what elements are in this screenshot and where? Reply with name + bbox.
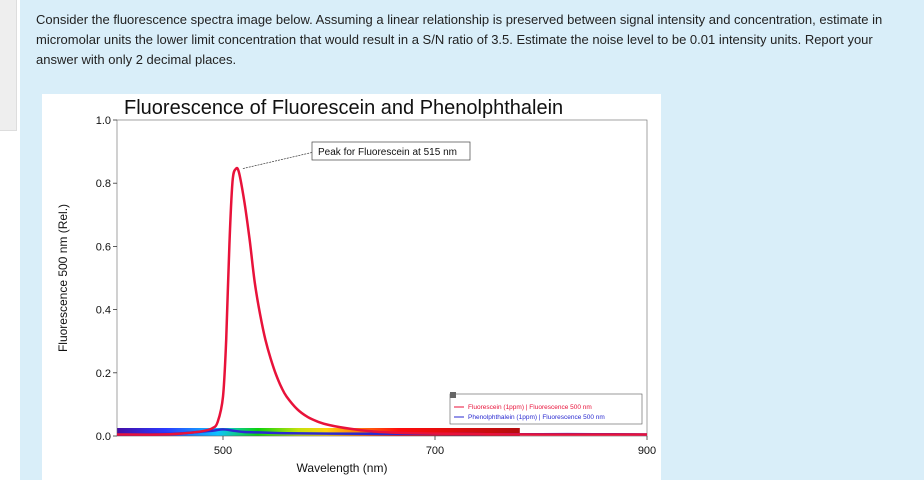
y-axis: 1.0 0.8 0.6 0.4 0.2 0.0 <box>96 115 117 443</box>
annotation-box <box>311 141 471 161</box>
y-axis-label: Fluorescence 500 nm (Rel.) <box>56 204 70 352</box>
x-tick-label: 900 <box>638 445 656 457</box>
plot-frame <box>116 119 648 437</box>
fluorescence-chart: Fluorescence of Fluorescein and Phenolph… <box>56 97 656 475</box>
left-strip <box>0 0 20 480</box>
y-tick-label: 0.4 <box>96 305 111 317</box>
annotation-group: Peak for Fluorescein at 515 nm <box>242 141 471 169</box>
spectrum-gradient <box>117 428 520 436</box>
y-tick-label: 1.0 <box>96 115 111 127</box>
y-tick-label: 0.0 <box>96 431 111 443</box>
annotation-leader-line <box>242 151 315 169</box>
y-tick-label: 0.8 <box>96 178 111 190</box>
left-tab <box>0 0 17 131</box>
question-panel: Consider the fluorescence spectra image … <box>20 0 924 480</box>
fluorescence-chart-figure: Fluorescence of Fluorescein and Phenolph… <box>42 94 661 480</box>
question-text: Consider the fluorescence spectra image … <box>36 12 883 67</box>
spectrum-bar <box>117 428 520 436</box>
legend-entry-phenolphthalein: Phenolphthalein (1ppm) | Fluorescence 50… <box>468 414 605 421</box>
x-axis-label: Wavelength (nm) <box>297 461 388 475</box>
legend-box <box>449 393 643 425</box>
chart-legend[interactable]: Fluorescein (1ppm) | Fluorescence 500 nm… <box>449 392 643 425</box>
x-tick-label: 500 <box>214 445 232 457</box>
x-tick-label: 700 <box>426 445 444 457</box>
y-tick-label: 0.2 <box>96 368 111 380</box>
legend-handle-icon[interactable] <box>450 392 456 398</box>
x-axis: 500 700 900 <box>214 436 656 457</box>
chart-title: Fluorescence of Fluorescein and Phenolph… <box>124 97 563 119</box>
annotation-text: Peak for Fluorescein at 515 nm <box>318 147 457 158</box>
legend-entry-fluorescein: Fluorescein (1ppm) | Fluorescence 500 nm <box>468 404 592 411</box>
series-group <box>116 166 648 436</box>
y-tick-label: 0.6 <box>96 241 111 253</box>
series-line-fluorescein <box>116 166 647 436</box>
